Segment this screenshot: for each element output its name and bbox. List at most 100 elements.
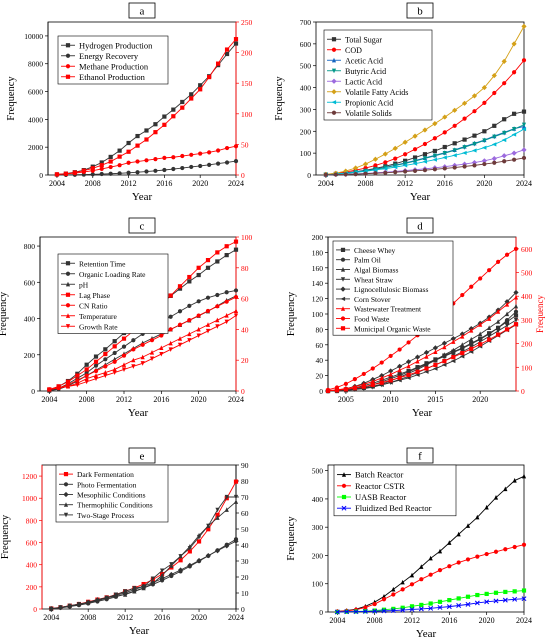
data-point (495, 332, 501, 337)
x-tick-label: 2012 (116, 395, 132, 404)
data-point (456, 531, 461, 537)
data-point (353, 609, 359, 615)
data-point (450, 336, 456, 342)
data-point (482, 129, 487, 134)
data-point (189, 92, 194, 97)
y2-tick-label: 60 (241, 295, 249, 304)
data-point (131, 364, 136, 369)
data-point (95, 598, 100, 604)
data-point (196, 272, 201, 278)
data-point (484, 591, 489, 597)
data-point (511, 127, 517, 132)
data-point (424, 354, 429, 359)
legend-swatch-marker (65, 64, 71, 69)
data-point (233, 144, 239, 149)
data-point (112, 370, 117, 376)
data-point (215, 161, 221, 166)
data-point (452, 141, 457, 146)
data-point (215, 317, 220, 323)
legend-swatch-marker (340, 296, 346, 301)
data-point (140, 361, 145, 366)
data-point (233, 158, 239, 164)
data-point (442, 344, 447, 350)
y-tick-label: 200 (24, 351, 36, 360)
data-point (196, 539, 202, 544)
legend-entry: Lactic Acid (345, 77, 382, 86)
data-point (432, 157, 437, 162)
data-point (370, 382, 375, 387)
data-point (472, 163, 477, 168)
y2-tick-label: 70 (241, 493, 249, 502)
data-point (474, 600, 480, 606)
data-point (333, 172, 338, 177)
legend-entry: COD (345, 46, 362, 55)
y-tick-label: 40 (316, 356, 324, 365)
x-tick-label: 2024 (228, 179, 244, 188)
y-axis-title: Frequency (274, 76, 285, 121)
data-point (388, 371, 393, 377)
data-point (472, 109, 477, 114)
data-point (382, 151, 388, 157)
data-point (471, 148, 477, 153)
data-point (144, 169, 149, 174)
data-point (504, 323, 510, 329)
data-point (482, 100, 487, 105)
data-point (372, 156, 379, 162)
legend-swatch-marker (340, 267, 346, 272)
legend-entry: Volatile Fatty Acids (345, 88, 408, 97)
data-point (198, 151, 203, 156)
data-point (456, 603, 462, 608)
legend-entry: Algal Biomass (354, 266, 398, 275)
data-point (393, 156, 398, 161)
y-axis-title: Frequency (6, 76, 17, 121)
data-point (512, 596, 518, 602)
panel-label-box (128, 447, 156, 464)
data-point (162, 114, 167, 119)
data-point (233, 313, 239, 319)
data-point (215, 515, 220, 520)
x-tick-label: 2024 (516, 179, 532, 188)
data-point (495, 328, 501, 334)
data-point (177, 336, 183, 341)
data-point (159, 572, 165, 578)
data-point (465, 594, 471, 599)
legend-entry: Lignocellulosic Biomass (354, 285, 428, 294)
data-point (487, 337, 492, 342)
data-point (205, 553, 211, 559)
data-point (437, 548, 443, 554)
data-point (352, 377, 357, 382)
data-point (482, 138, 487, 143)
data-point (99, 160, 104, 165)
data-point (171, 107, 176, 112)
data-point (81, 168, 86, 173)
data-point (93, 368, 99, 374)
data-point (403, 169, 408, 174)
data-point (492, 160, 497, 165)
data-point (187, 303, 192, 308)
x-tick-label: 2008 (85, 179, 101, 188)
data-point (442, 166, 447, 171)
data-point (112, 350, 117, 356)
data-point (93, 359, 99, 364)
data-point (400, 587, 405, 592)
legend-entry: Wastewater Treatment (354, 305, 422, 314)
legend-entry: Organic Loading Rate (79, 270, 146, 279)
data-point (84, 379, 89, 385)
data-point (233, 239, 239, 244)
data-point (206, 527, 211, 532)
data-point (215, 148, 221, 153)
data-point (491, 72, 497, 79)
data-point (447, 564, 452, 569)
legend-entry: Palm Oil (354, 256, 381, 265)
data-point (117, 163, 122, 168)
x-tick-label: 2016 (156, 179, 172, 188)
y2-tick-label: 80 (241, 477, 249, 486)
data-point (121, 362, 127, 367)
data-point (131, 338, 136, 343)
data-point (381, 597, 387, 602)
data-point (513, 246, 519, 251)
y-axis-title: Frequency (0, 291, 9, 336)
data-point (511, 41, 517, 47)
data-point (65, 379, 71, 384)
data-point (224, 319, 229, 325)
